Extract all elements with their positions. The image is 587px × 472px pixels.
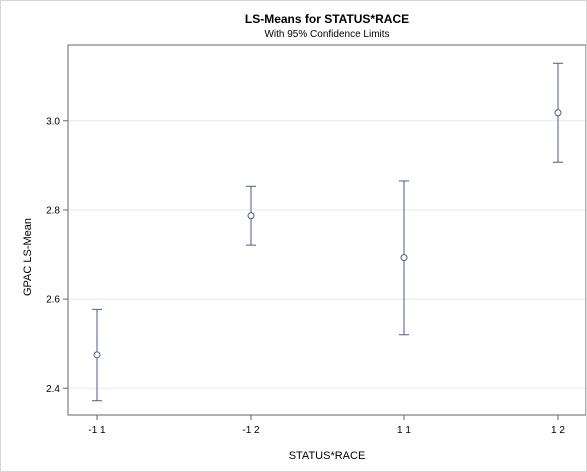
y-axis: 2.4 2.6 2.8 3.0: [46, 116, 68, 395]
x-tick-label: 1 1: [397, 425, 411, 436]
data-marks: [92, 62, 563, 402]
lsmean-point: [554, 109, 562, 117]
y-tick-label: 2.6: [46, 295, 60, 306]
y-tick-label: 2.4: [46, 384, 60, 395]
y-tick-label: 3.0: [46, 116, 60, 127]
x-axis: -1 1 -1 2 1 1 1 2: [88, 415, 565, 436]
x-tick-label: -1 1: [88, 425, 106, 436]
lsmean-point: [400, 254, 408, 262]
lsmean-point: [247, 212, 255, 220]
y-axis-label: GPAC LS-Mean: [22, 218, 34, 296]
lsmean-point: [93, 351, 101, 359]
chart-title: LS-Means for STATUS*RACE: [245, 12, 409, 26]
plot-area-border: [67, 44, 586, 416]
gridlines: [68, 120, 586, 389]
x-tick-label: 1 2: [551, 425, 565, 436]
y-tick-label: 2.8: [46, 205, 60, 216]
chart-subtitle: With 95% Confidence Limits: [264, 29, 389, 40]
x-tick-label: -1 2: [242, 425, 260, 436]
x-axis-label: STATUS*RACE: [289, 450, 366, 462]
